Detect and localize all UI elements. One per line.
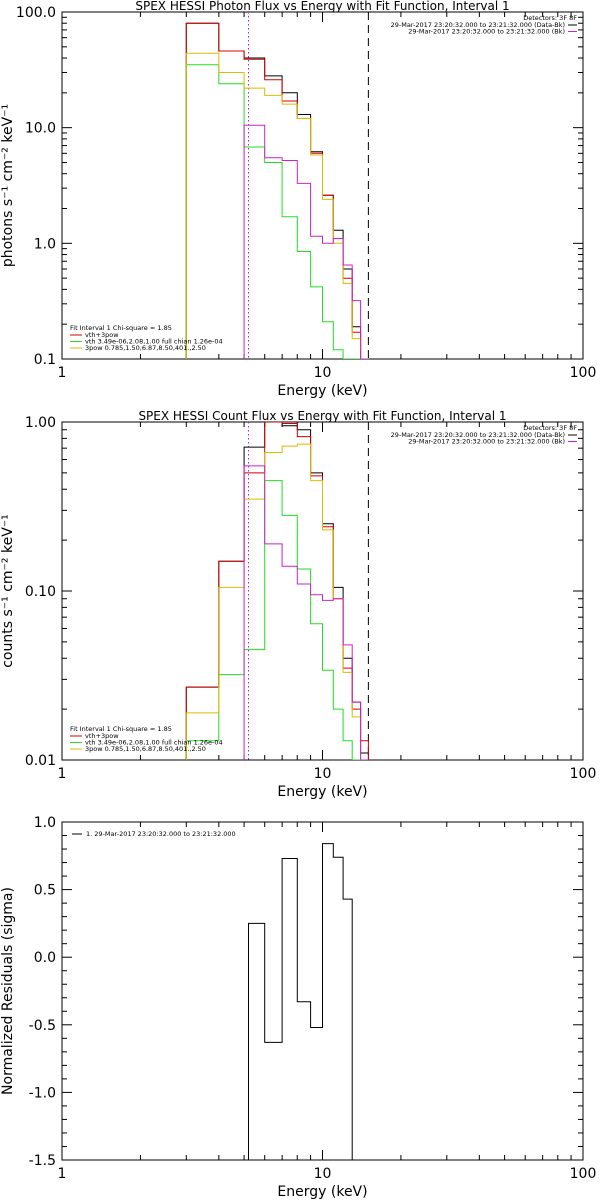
x-tick-label: 1 xyxy=(58,365,67,381)
y-tick-label: 0.1 xyxy=(34,352,56,368)
x-tick-label: 100 xyxy=(570,766,597,782)
series-line-red xyxy=(185,22,369,359)
y-axis: 0.1 1.0 10.0 100.0 xyxy=(16,5,583,368)
chart-panel-2: SPEX HESSI Count Flux vs Energy with Fit… xyxy=(0,409,596,800)
data-series-group xyxy=(185,22,369,359)
series-line-magenta xyxy=(243,465,369,760)
legend-entry: vth 3.49e-06,2.08,1.00 full chian 1.26e-… xyxy=(85,338,223,346)
series-line-magenta xyxy=(243,124,369,359)
series-line-yellow xyxy=(185,52,369,359)
legend-entry: 29-Mar-2017 23:20:32.000 to 23:21:32.000… xyxy=(391,21,565,29)
legend-entry: 3pow 0.785,1.50,6.87,8.50,401.,2.50 xyxy=(85,344,206,352)
x-axis: 1 10 100 xyxy=(58,822,597,1182)
y-tick-label: 10.0 xyxy=(25,121,56,137)
x-axis-title: Energy (keV) xyxy=(277,784,367,800)
y-axis-title: counts s⁻¹ cm⁻² keV⁻¹ xyxy=(0,514,16,668)
legend-entry: vth+3pow xyxy=(85,732,119,740)
series-line-yellow xyxy=(185,443,369,760)
series-line-black xyxy=(248,843,369,1160)
y-tick-label: 1.0 xyxy=(34,236,56,252)
legend-entry: 1. 29-Mar-2017 23:20:32.000 to 23:21:32.… xyxy=(86,830,236,838)
y-tick-label: -1.0 xyxy=(29,1085,56,1101)
y-axis-title: Normalized Residuals (sigma) xyxy=(0,887,16,1095)
y-tick-label: 1.0 xyxy=(34,815,56,831)
legend-left: 1. 29-Mar-2017 23:20:32.000 to 23:21:32.… xyxy=(72,830,236,838)
y-tick-label: 0.5 xyxy=(34,883,56,899)
x-tick-label: 1 xyxy=(58,766,67,782)
legend-header: Fit Interval 1 Chi-square = 1.85 xyxy=(70,324,172,332)
series-line-black xyxy=(185,22,369,359)
legend-left: Fit Interval 1 Chi-square = 1.85vth+3pow… xyxy=(70,725,223,753)
legend-header: Detectors: 3F 8F xyxy=(523,14,577,22)
y-tick-label: 0.10 xyxy=(25,584,56,600)
x-tick-label: 10 xyxy=(314,766,332,782)
x-tick-label: 1 xyxy=(58,1166,67,1182)
chart-title: SPEX HESSI Photon Flux vs Energy with Fi… xyxy=(135,0,509,13)
data-series-group xyxy=(185,422,369,760)
legend-left: Fit Interval 1 Chi-square = 1.85vth+3pow… xyxy=(70,324,223,352)
y-axis: 0.01 0.10 1.00 xyxy=(25,415,583,769)
y-tick-label: -1.5 xyxy=(29,1153,56,1169)
legend-entry: 29-Mar-2017 23:20:32.000 to 23:21:32.000… xyxy=(391,431,565,439)
data-series-group xyxy=(248,843,369,1160)
legend-entry: vth+3pow xyxy=(85,331,119,339)
x-axis-title: Energy (keV) xyxy=(277,1184,367,1200)
legend-entry: 29-Mar-2017 23:20:32.000 to 23:21:32.000… xyxy=(408,28,565,36)
x-tick-label: 100 xyxy=(570,365,597,381)
y-axis-title: photons s⁻¹ cm⁻² keV⁻¹ xyxy=(0,104,16,267)
chart-panel-3: 1 10 100 Energy (keV) -1.5 -1.0 -0.5 0.0 0.5 1.0 N… xyxy=(0,815,596,1200)
chart-panel-1: SPEX HESSI Photon Flux vs Energy with Fi… xyxy=(0,0,596,399)
series-line-green xyxy=(185,64,369,359)
y-tick-label: -0.5 xyxy=(29,1018,56,1034)
legend-header: Fit Interval 1 Chi-square = 1.85 xyxy=(70,725,172,733)
legend-header: Detectors: 3F 8F xyxy=(523,424,577,432)
y-tick-label: 0.01 xyxy=(25,753,56,769)
y-tick-label: 1.00 xyxy=(25,415,56,431)
series-line-green xyxy=(185,480,369,760)
legend-entry: vth 3.49e-06,2.08,1.00 full chian 1.26e-… xyxy=(85,739,223,747)
x-tick-label: 10 xyxy=(314,365,332,381)
x-tick-label: 10 xyxy=(314,1166,332,1182)
chart-title: SPEX HESSI Count Flux vs Energy with Fit… xyxy=(138,409,506,423)
legend-entry: 29-Mar-2017 23:20:32.000 to 23:21:32.000… xyxy=(408,438,565,446)
x-tick-label: 100 xyxy=(570,1166,597,1182)
legend-entry: 3pow 0.785,1.50,6.87,8.50,401.,2.50 xyxy=(85,745,206,753)
y-axis: -1.5 -1.0 -0.5 0.0 0.5 1.0 xyxy=(29,815,583,1169)
x-axis-title: Energy (keV) xyxy=(277,383,367,399)
y-tick-label: 0.0 xyxy=(34,950,56,966)
y-tick-label: 100.0 xyxy=(16,5,56,21)
x-axis: 1 10 100 xyxy=(58,12,597,381)
